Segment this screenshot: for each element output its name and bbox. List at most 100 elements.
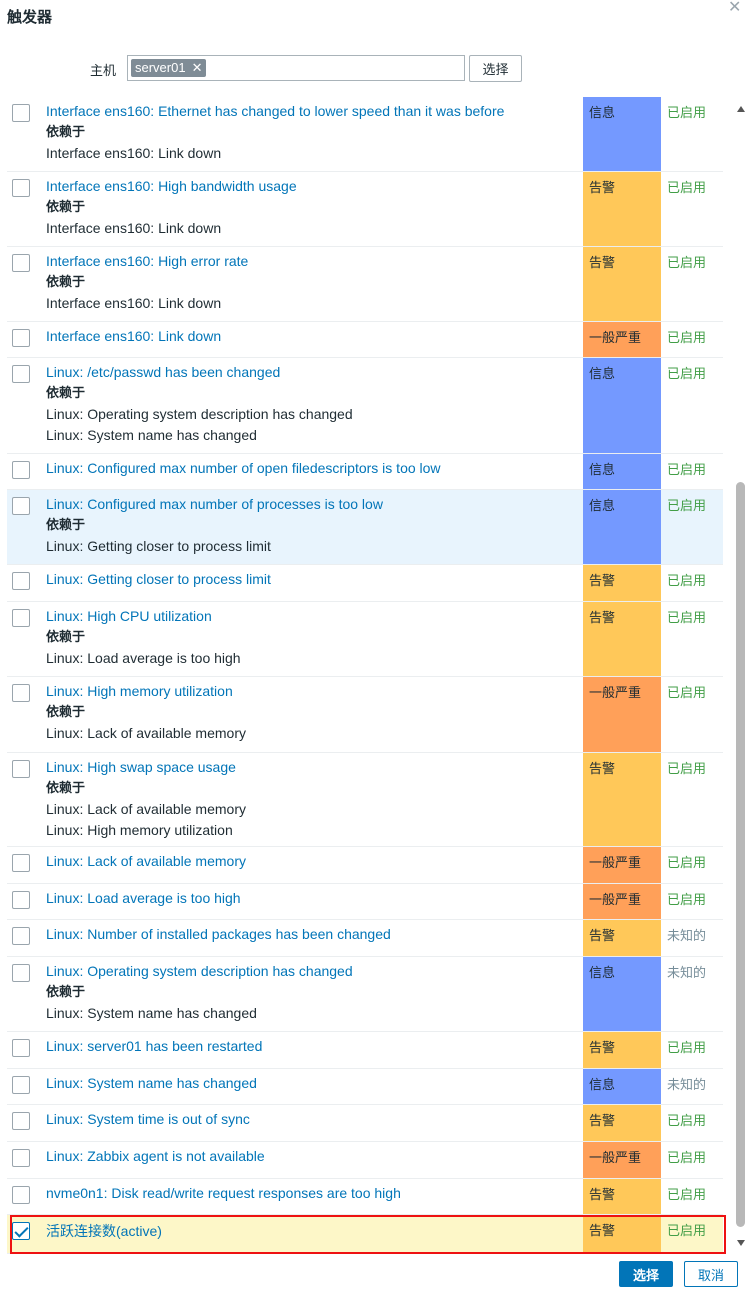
trigger-row[interactable]: Linux: Load average is too high 一般严重 已启用: [7, 884, 723, 920]
status-label: 已启用: [667, 367, 707, 382]
trigger-checkbox[interactable]: [12, 461, 30, 479]
trigger-name-link[interactable]: Linux: Load average is too high: [46, 890, 241, 906]
trigger-checkbox[interactable]: [12, 609, 30, 627]
trigger-checkbox[interactable]: [12, 891, 30, 909]
status-label: 已启用: [667, 1224, 707, 1239]
trigger-name-link[interactable]: Linux: High memory utilization: [46, 683, 233, 699]
trigger-checkbox[interactable]: [12, 104, 30, 122]
trigger-row[interactable]: Linux: Getting closer to process limit 告警…: [7, 565, 723, 602]
trigger-row[interactable]: nvme0n1: Disk read/write request respons…: [7, 1179, 723, 1215]
trigger-checkbox[interactable]: [12, 1076, 30, 1094]
trigger-name-link[interactable]: Linux: Configured max number of processe…: [46, 496, 383, 512]
severity-cell: 一般严重: [583, 884, 661, 919]
trigger-dependencies: 依赖于 Linux: Lack of available memory Linux:…: [46, 779, 246, 840]
trigger-row[interactable]: Linux: /etc/passwd has been changed 依赖于 Li…: [7, 358, 723, 454]
dependency-item: Interface ens160: Link down: [46, 220, 222, 237]
trigger-row[interactable]: Linux: System time is out of sync 告警 已启用: [7, 1105, 723, 1142]
trigger-row[interactable]: Linux: server01 has been restarted 告警 已启用: [7, 1032, 723, 1069]
trigger-name-link[interactable]: nvme0n1: Disk read/write request respons…: [46, 1185, 401, 1201]
depends-on-label: 依赖于: [46, 705, 86, 720]
trigger-checkbox[interactable]: [12, 927, 30, 945]
cancel-button[interactable]: 取消: [684, 1261, 738, 1287]
trigger-checkbox[interactable]: [12, 179, 30, 197]
trigger-name-link[interactable]: Interface ens160: Ethernet has changed t…: [46, 103, 505, 119]
host-multiselect-input[interactable]: server01 ✕: [127, 55, 465, 81]
trigger-row[interactable]: Linux: Configured max number of open fil…: [7, 454, 723, 490]
trigger-checkbox[interactable]: [12, 760, 30, 778]
status-label: 已启用: [667, 463, 707, 478]
trigger-name-link[interactable]: Interface ens160: Link down: [46, 328, 222, 344]
host-chip: server01 ✕: [131, 59, 207, 77]
severity-cell: 一般严重: [583, 677, 661, 752]
severity-cell: 告警: [583, 172, 661, 246]
trigger-checkbox[interactable]: [12, 684, 30, 702]
trigger-checkbox[interactable]: [12, 1186, 30, 1204]
scroll-down-icon[interactable]: [737, 1240, 745, 1246]
trigger-name-link[interactable]: Linux: Operating system description has …: [46, 963, 353, 979]
trigger-row[interactable]: Linux: Zabbix agent is not available 一般严重…: [7, 1142, 723, 1179]
status-label: 未知的: [667, 966, 707, 981]
trigger-checkbox[interactable]: [12, 1039, 30, 1057]
host-label: 主机: [90, 64, 117, 79]
trigger-name-link[interactable]: Linux: System time is out of sync: [46, 1111, 250, 1127]
trigger-name-link[interactable]: Linux: Number of installed packages has …: [46, 926, 391, 942]
trigger-row[interactable]: Linux: Number of installed packages has …: [7, 920, 723, 957]
trigger-name-link[interactable]: Linux: High CPU utilization: [46, 608, 212, 624]
trigger-dependencies: 依赖于 Interface ens160: Link down: [46, 198, 221, 239]
severity-cell: 告警: [583, 602, 661, 676]
trigger-name-link[interactable]: Linux: /etc/passwd has been changed: [46, 364, 281, 380]
trigger-checkbox[interactable]: [12, 497, 30, 515]
trigger-row[interactable]: 活跃连接数(active) 告警 已启用: [7, 1215, 723, 1254]
severity-cell: 信息: [583, 358, 661, 453]
close-icon[interactable]: ✕: [728, 0, 742, 16]
trigger-row[interactable]: Linux: High CPU utilization 依赖于 Linux: Loa…: [7, 602, 723, 677]
trigger-checkbox[interactable]: [12, 365, 30, 383]
trigger-name-link[interactable]: Linux: Configured max number of open fil…: [46, 460, 441, 476]
trigger-checkbox[interactable]: [12, 1149, 30, 1167]
chip-remove-icon[interactable]: ✕: [191, 60, 203, 75]
trigger-checkbox[interactable]: [12, 254, 30, 272]
trigger-row[interactable]: Interface ens160: Ethernet has changed t…: [7, 97, 723, 172]
status-label: 已启用: [667, 856, 707, 871]
trigger-name-link[interactable]: 活跃连接数(active): [46, 1223, 162, 1239]
trigger-name-link[interactable]: Linux: Lack of available memory: [46, 853, 246, 869]
severity-cell: 告警: [583, 753, 661, 846]
trigger-row[interactable]: Interface ens160: Link down 一般严重 已启用: [7, 322, 723, 358]
trigger-name-link[interactable]: Linux: Getting closer to process limit: [46, 571, 271, 587]
trigger-name-link[interactable]: Linux: High swap space usage: [46, 759, 236, 775]
select-button[interactable]: 选择: [619, 1261, 673, 1287]
trigger-row[interactable]: Linux: High swap space usage 依赖于 Linux: La…: [7, 753, 723, 847]
trigger-checkbox[interactable]: [12, 572, 30, 590]
scrollbar[interactable]: [735, 100, 747, 1248]
trigger-dependencies: 依赖于 Interface ens160: Link down: [46, 273, 221, 314]
scroll-up-icon[interactable]: [737, 106, 745, 112]
trigger-name-link[interactable]: Interface ens160: High bandwidth usage: [46, 178, 297, 194]
trigger-row[interactable]: Linux: Operating system description has …: [7, 957, 723, 1032]
trigger-name-link[interactable]: Linux: System name has changed: [46, 1075, 257, 1091]
trigger-checkbox[interactable]: [12, 964, 30, 982]
status-label: 已启用: [667, 106, 707, 121]
trigger-name-link[interactable]: Linux: Zabbix agent is not available: [46, 1148, 265, 1164]
dependency-item: Interface ens160: Link down: [46, 295, 222, 312]
trigger-row[interactable]: Interface ens160: High bandwidth usage 依赖…: [7, 172, 723, 247]
trigger-row[interactable]: Interface ens160: High error rate 依赖于 Inte…: [7, 247, 723, 322]
trigger-checkbox[interactable]: [12, 1112, 30, 1130]
trigger-checkbox[interactable]: [12, 854, 30, 872]
host-select-button[interactable]: 选择: [469, 55, 522, 82]
severity-cell: 告警: [583, 565, 661, 601]
status-label: 未知的: [667, 929, 707, 944]
trigger-checkbox[interactable]: [12, 1222, 30, 1240]
depends-on-label: 依赖于: [46, 518, 86, 533]
trigger-row[interactable]: Linux: Configured max number of processe…: [7, 490, 723, 565]
trigger-row[interactable]: Linux: System name has changed 信息 未知的: [7, 1069, 723, 1105]
depends-on-label: 依赖于: [46, 630, 86, 645]
dialog-title: 触发器: [7, 8, 53, 26]
severity-cell: 信息: [583, 490, 661, 564]
status-label: 已启用: [667, 762, 707, 777]
trigger-row[interactable]: Linux: High memory utilization 依赖于 Linux: …: [7, 677, 723, 753]
trigger-name-link[interactable]: Linux: server01 has been restarted: [46, 1038, 263, 1054]
scrollbar-thumb[interactable]: [736, 482, 745, 1227]
trigger-row[interactable]: Linux: Lack of available memory 一般严重 已启用: [7, 847, 723, 884]
trigger-checkbox[interactable]: [12, 329, 30, 347]
trigger-name-link[interactable]: Interface ens160: High error rate: [46, 253, 249, 269]
